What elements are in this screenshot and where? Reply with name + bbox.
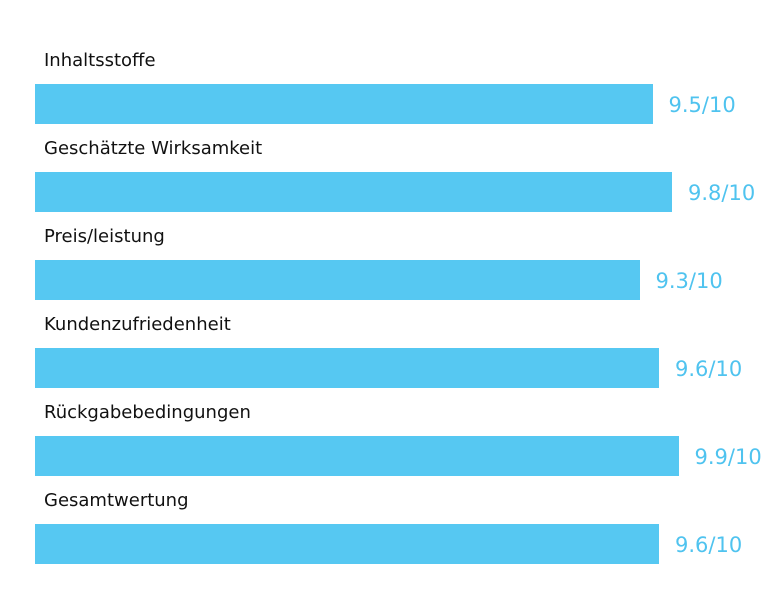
category-label: Preis/leistung bbox=[44, 226, 165, 247]
value-label: 9.6/10 bbox=[675, 357, 743, 381]
value-label: 9.3/10 bbox=[655, 269, 723, 293]
category-label: Geschätzte Wirksamkeit bbox=[44, 138, 263, 159]
bar bbox=[35, 348, 659, 388]
value-label: 9.5/10 bbox=[668, 93, 736, 117]
category-label: Gesamtwertung bbox=[44, 490, 189, 511]
bar bbox=[35, 260, 640, 300]
category-label: Inhaltsstoffe bbox=[44, 50, 156, 71]
bar bbox=[35, 172, 672, 212]
category-label: Kundenzufriedenheit bbox=[44, 314, 231, 335]
bar bbox=[35, 84, 653, 124]
value-label: 9.9/10 bbox=[694, 445, 762, 469]
value-label: 9.6/10 bbox=[675, 533, 743, 557]
bar bbox=[35, 524, 659, 564]
value-label: 9.8/10 bbox=[688, 181, 756, 205]
category-label: Rückgabebedingungen bbox=[44, 402, 251, 423]
bar bbox=[35, 436, 679, 476]
